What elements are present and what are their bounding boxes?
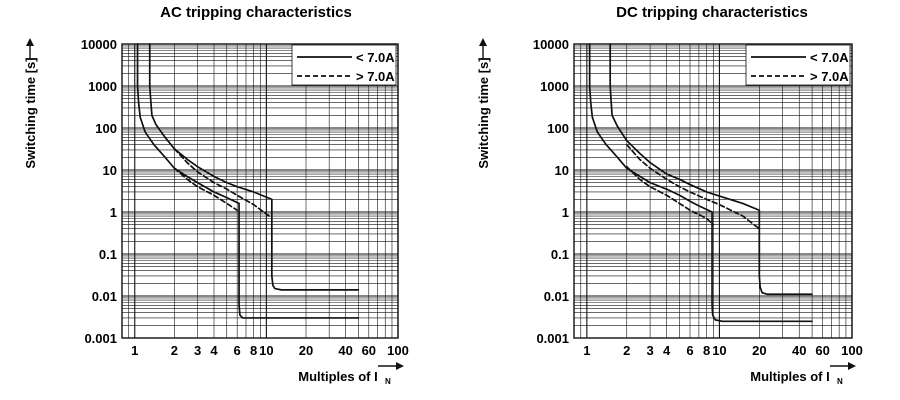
dc-series-line-2: [609, 43, 813, 296]
ac-y-axis-label: Switching time [s]: [23, 57, 38, 168]
ac-ytick-label: 10: [103, 163, 117, 178]
dc-legend-label-2: > 7.0A: [810, 69, 849, 84]
dc-chart: DC tripping characteristics < 7.0A > 7.0A 0…: [476, 4, 863, 386]
dc-xtick-label: 100: [841, 343, 863, 358]
ac-y-axis-arrowhead: [26, 38, 34, 46]
dc-x-axis-label: Multiples of I: [750, 369, 829, 384]
ac-x-axis-label: Multiples of I: [298, 369, 377, 384]
ac-chart: AC tripping characteristics < 7.0A > 7.0A 0…: [23, 4, 409, 386]
ac-ytick-label: 100: [95, 121, 117, 136]
dc-plot-area: [574, 44, 852, 338]
dc-y-axis-arrowhead: [479, 38, 487, 46]
ac-axis-frame: [121, 43, 399, 339]
dc-xtick-label: 4: [663, 343, 671, 358]
ac-grid: [121, 43, 399, 339]
ac-ytick-label: 1: [110, 205, 117, 220]
dc-legend-label-1: < 7.0A: [810, 50, 849, 65]
dc-legend: < 7.0A > 7.0A: [745, 44, 851, 86]
dc-xtick-label: 10: [712, 343, 726, 358]
dc-ytick-label: 1: [562, 205, 569, 220]
dc-legend-box: [745, 44, 851, 86]
ac-series-group: [136, 43, 360, 319]
ac-legend-label-2: > 7.0A: [356, 69, 395, 84]
dc-ytick-label: 0.1: [551, 247, 569, 262]
ac-xtick-label: 2: [171, 343, 178, 358]
ac-series-line-4: [173, 147, 271, 217]
ac-legend-label-1: < 7.0A: [356, 50, 395, 65]
ac-x-axis-arrowhead: [396, 362, 404, 370]
dc-series-group: [588, 43, 813, 323]
ac-xtick-label: 100: [387, 343, 409, 358]
ac-xtick-label: 4: [210, 343, 218, 358]
dc-ytick-label: 10: [555, 163, 569, 178]
ac-series-line-2: [148, 43, 360, 291]
dc-axis-frame: [573, 43, 853, 339]
dc-ytick-label: 0.001: [536, 331, 569, 346]
ac-xtick-label: 6: [234, 343, 241, 358]
ac-ytick-label: 0.01: [92, 289, 117, 304]
ac-ytick-label: 10000: [81, 37, 117, 52]
ac-xtick-label: 10: [259, 343, 273, 358]
ac-x-axis-label-subscript: N: [385, 377, 391, 386]
ac-series-line-1: [136, 43, 360, 319]
ac-ytick-label: 1000: [88, 79, 117, 94]
dc-series-line-1: [588, 43, 813, 323]
ac-plot-area: [122, 44, 398, 338]
dc-x-axis-arrowhead: [848, 362, 856, 370]
dc-xtick-label: 40: [792, 343, 806, 358]
dc-xtick-label: 3: [646, 343, 653, 358]
dc-x-axis-label-subscript: N: [837, 377, 843, 386]
dc-series-line-4: [625, 143, 761, 230]
ac-ytick-label: 0.001: [84, 331, 117, 346]
dc-xtick-label: 60: [815, 343, 829, 358]
ac-xtick-label: 8: [250, 343, 257, 358]
dc-chart-title: DC tripping characteristics: [616, 4, 808, 21]
dc-series-line-3: [625, 165, 715, 226]
ac-chart-title: AC tripping characteristics: [160, 4, 352, 21]
dc-y-axis-label: Switching time [s]: [476, 57, 491, 168]
ac-xtick-label: 40: [338, 343, 352, 358]
ac-legend: < 7.0A > 7.0A: [291, 44, 397, 86]
dc-ytick-label: 0.01: [544, 289, 569, 304]
ac-xtick-label: 1: [131, 343, 138, 358]
ac-ytick-label: 0.1: [99, 247, 117, 262]
ac-series-line-3: [173, 167, 239, 212]
dc-ytick-label: 10000: [533, 37, 569, 52]
ac-legend-box: [291, 44, 397, 86]
ac-xtick-label: 20: [299, 343, 313, 358]
dc-xtick-label: 6: [686, 343, 693, 358]
ac-xtick-label: 60: [362, 343, 376, 358]
ac-xtick-label: 3: [194, 343, 201, 358]
dc-xtick-label: 20: [752, 343, 766, 358]
dc-ytick-label: 100: [547, 121, 569, 136]
dc-xtick-label: 2: [623, 343, 630, 358]
dc-grid: [573, 43, 853, 339]
dc-ytick-label: 1000: [540, 79, 569, 94]
dc-xtick-label: 1: [583, 343, 590, 358]
dc-xtick-label: 8: [703, 343, 710, 358]
